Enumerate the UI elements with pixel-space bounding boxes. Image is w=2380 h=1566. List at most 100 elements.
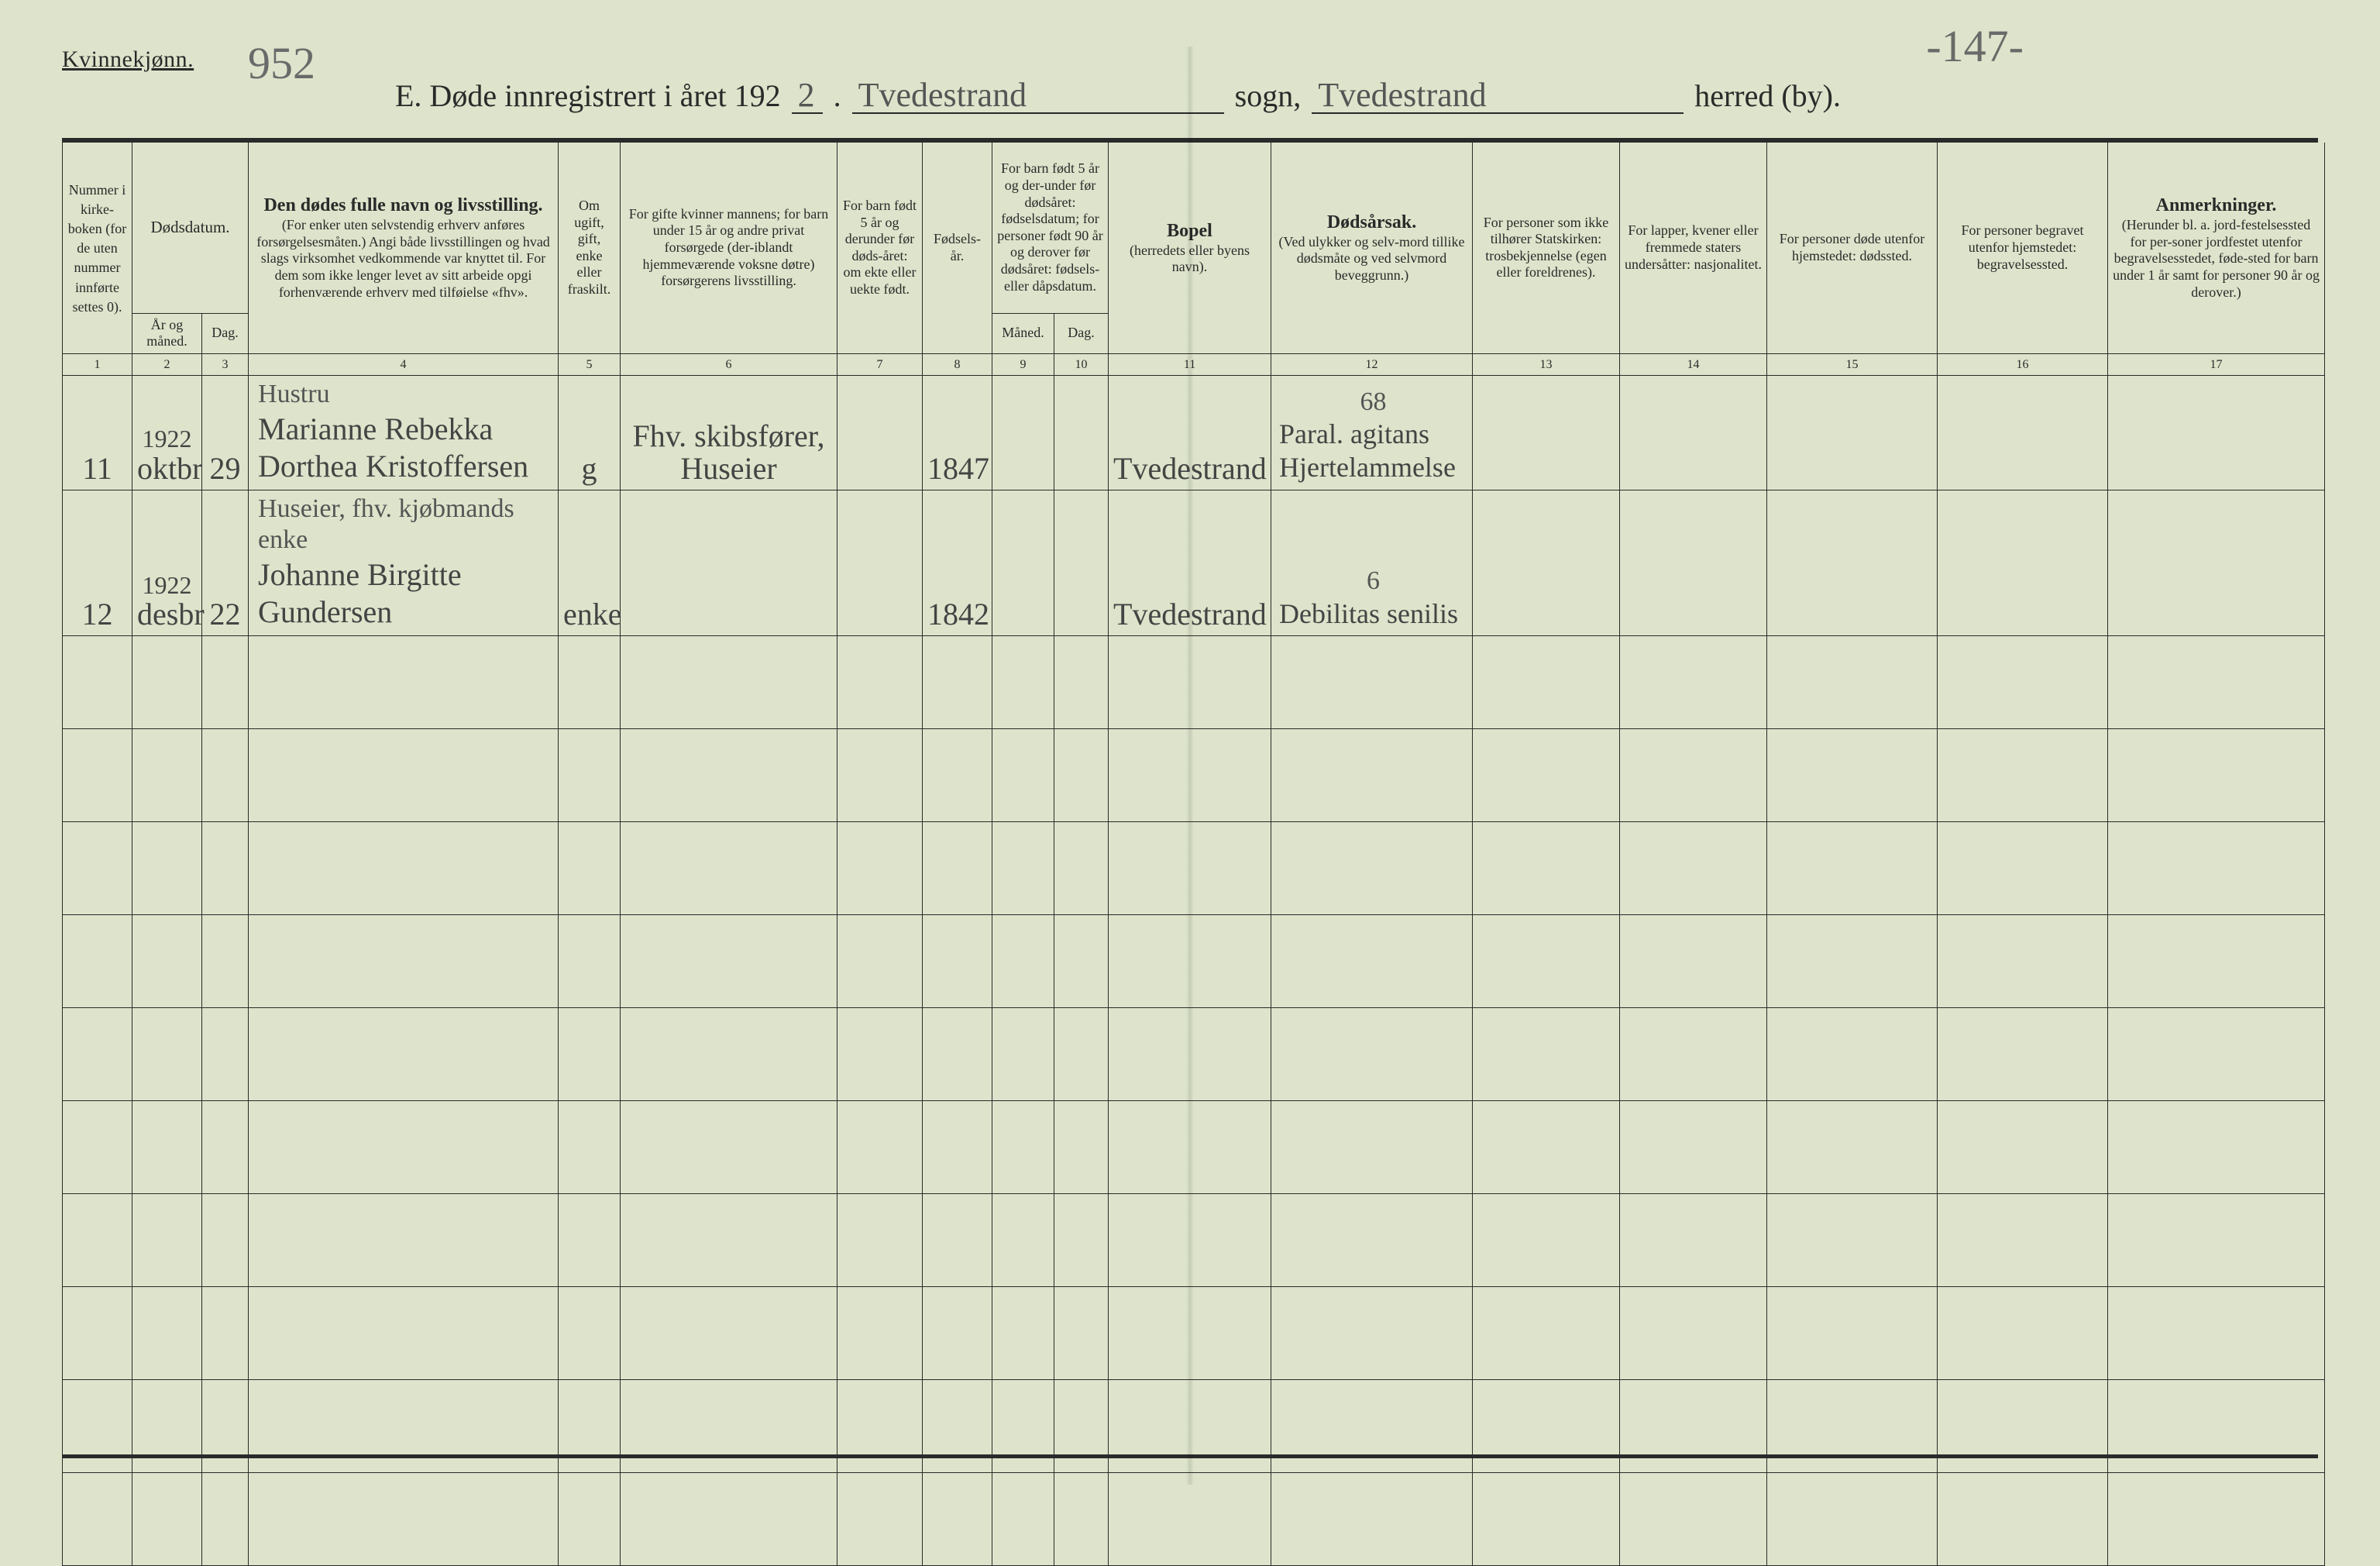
period: . [834,77,841,114]
cell [132,1194,202,1287]
cell [249,1008,559,1101]
cell [63,1287,132,1380]
cell [559,729,621,822]
cell [2108,1008,2325,1101]
cell [202,1287,249,1380]
cell [621,729,837,822]
cell [2108,1101,2325,1194]
table-body: 111922oktbr29HustruMarianne Rebekka Dort… [63,375,2325,1565]
cell [63,1101,132,1194]
cell [1109,1008,1271,1101]
cell [132,915,202,1008]
row-empty [1620,375,1767,490]
table-row [63,915,2325,1008]
h-col15: For personer døde utenfor hjemstedet: dø… [1767,143,1938,353]
cell [621,636,837,729]
cell [837,1101,923,1194]
cell [249,1473,559,1566]
cell [923,1194,992,1287]
cell [992,1101,1054,1194]
cell [559,636,621,729]
cell [1109,1287,1271,1380]
cell [923,1380,992,1473]
cell [992,1473,1054,1566]
cell [1271,915,1473,1008]
cell [559,822,621,915]
cell [1938,1008,2108,1101]
row-birthyear: 1847 [923,375,992,490]
cell [559,1473,621,1566]
row-day: 29 [202,375,249,490]
cell [63,729,132,822]
cell [1054,1008,1109,1101]
h-col6: For gifte kvinner mannens; for barn unde… [621,143,837,353]
cell [1767,1194,1938,1287]
table-wrap: Nummer i kirke-boken (for de uten nummer… [62,143,2318,1454]
colnum: 5 [559,353,621,375]
cell [923,1287,992,1380]
cell [1620,1473,1767,1566]
colnum: 4 [249,353,559,375]
row-birth-day [1054,490,1109,636]
h-col5: Om ugift, gift, enke eller fraskilt. [559,143,621,353]
cell [837,1194,923,1287]
cell [1109,1380,1271,1473]
cell [249,1287,559,1380]
table-row: 111922oktbr29HustruMarianne Rebekka Dort… [63,375,2325,490]
cell [1620,1380,1767,1473]
colnum: 10 [1054,353,1109,375]
colnum: 17 [2108,353,2325,375]
cell [132,1287,202,1380]
year-suffix: 2 [792,78,823,114]
cell [1473,729,1620,822]
row-empty [2108,375,2325,490]
cell [923,822,992,915]
cell [1054,1101,1109,1194]
row-provider: Fhv. skibsfører, Huseier [621,375,837,490]
district-hand: Tvedestrand [1312,78,1684,114]
cell [202,822,249,915]
cell [2108,822,2325,915]
cell [1054,636,1109,729]
row-empty [2108,490,2325,636]
cell [2108,1380,2325,1473]
title-row: E. Døde innregistrert i året 1922 . Tved… [62,77,2318,114]
h-col2-group: Dødsdatum. [132,143,249,313]
death-register-table: Nummer i kirke-boken (for de uten nummer… [62,143,2325,1566]
h-col4: Den dødes fulle navn og livsstilling. (F… [249,143,559,353]
cell [837,636,923,729]
cell [621,822,837,915]
cell [837,915,923,1008]
colnum: 6 [621,353,837,375]
cell [63,1473,132,1566]
cell [1473,1008,1620,1101]
cell [1054,729,1109,822]
colnum: 15 [1767,353,1938,375]
colnum: 2 [132,353,202,375]
h-col13: For personer som ikke tilhører Statskirk… [1473,143,1620,353]
cell [63,636,132,729]
h-col2b: Dag. [202,313,249,353]
table-row [63,636,2325,729]
cell [1767,729,1938,822]
cell [1767,822,1938,915]
cell [249,915,559,1008]
row-legit [837,375,923,490]
cell [992,1194,1054,1287]
cell [132,1101,202,1194]
row-empty [1620,490,1767,636]
cell [1767,1008,1938,1101]
hand-page-right: -147- [1926,20,2024,72]
cell [992,1380,1054,1473]
colnum: 1 [63,353,132,375]
cell [1271,1008,1473,1101]
cell [837,729,923,822]
cell [559,1008,621,1101]
row-year-month: 1922desbr [132,490,202,636]
cell [1473,822,1620,915]
h-col9a: Måned. [992,313,1054,353]
cell [1620,636,1767,729]
cell [837,822,923,915]
cell [2108,636,2325,729]
cell [923,915,992,1008]
